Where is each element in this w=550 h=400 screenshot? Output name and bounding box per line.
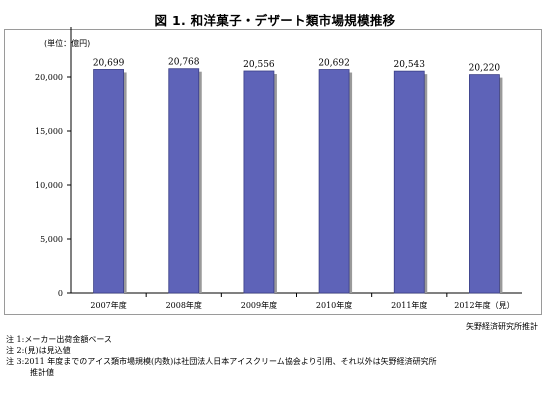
plot-frame bbox=[4, 29, 542, 315]
data-label: 20,220 bbox=[469, 64, 501, 74]
unit-label: (単位：億円) bbox=[44, 39, 91, 48]
y-tick-label: 20,000 bbox=[35, 73, 63, 82]
y-tick-label: 0 bbox=[58, 289, 63, 298]
bar bbox=[393, 70, 425, 294]
data-label: 20,543 bbox=[394, 60, 426, 70]
bar bbox=[93, 69, 124, 294]
bar bbox=[168, 68, 200, 294]
note-3: 注 3:2011 年度までのアイス類市場規模(内数)は社団法人日本アイスクリーム… bbox=[6, 357, 437, 366]
notes: 注 1:メーカー出荷金額ベース 注 2:(見)は見込値 注 3:2011 年度ま… bbox=[6, 334, 437, 378]
y-tick-label: 5,000 bbox=[40, 235, 63, 244]
x-tick-label: 2009年度 bbox=[241, 300, 277, 310]
note-1: 注 1:メーカー出荷金額ベース bbox=[6, 335, 112, 344]
x-tick-label: 2012年度（見） bbox=[454, 300, 514, 310]
bar-chart: 0 5,000 10,000 15,000 20,000 20,699 2007年度 20,7… bbox=[35, 27, 522, 310]
chart-title: 図 1. 和洋菓子・デザート類市場規模推移 bbox=[154, 13, 396, 28]
note-2: 注 2:(見)は見込値 bbox=[6, 346, 71, 355]
x-tick-label: 2011年度 bbox=[391, 300, 427, 310]
note-3-continued: 推計値 bbox=[30, 368, 54, 377]
x-tick-label: 2010年度 bbox=[316, 300, 352, 310]
x-tick-label: 2008年度 bbox=[166, 300, 202, 310]
data-label: 20,768 bbox=[168, 58, 200, 68]
data-label: 20,692 bbox=[318, 59, 350, 69]
bar bbox=[318, 69, 350, 294]
y-tick-label: 10,000 bbox=[35, 181, 63, 190]
bar bbox=[243, 70, 275, 294]
data-label: 20,699 bbox=[93, 58, 125, 68]
y-tick-label: 15,000 bbox=[35, 127, 63, 136]
source-label: 矢野経済研究所推計 bbox=[466, 322, 538, 331]
bar bbox=[469, 74, 500, 294]
data-label: 20,556 bbox=[243, 60, 275, 70]
x-tick-label: 2007年度 bbox=[90, 300, 126, 310]
